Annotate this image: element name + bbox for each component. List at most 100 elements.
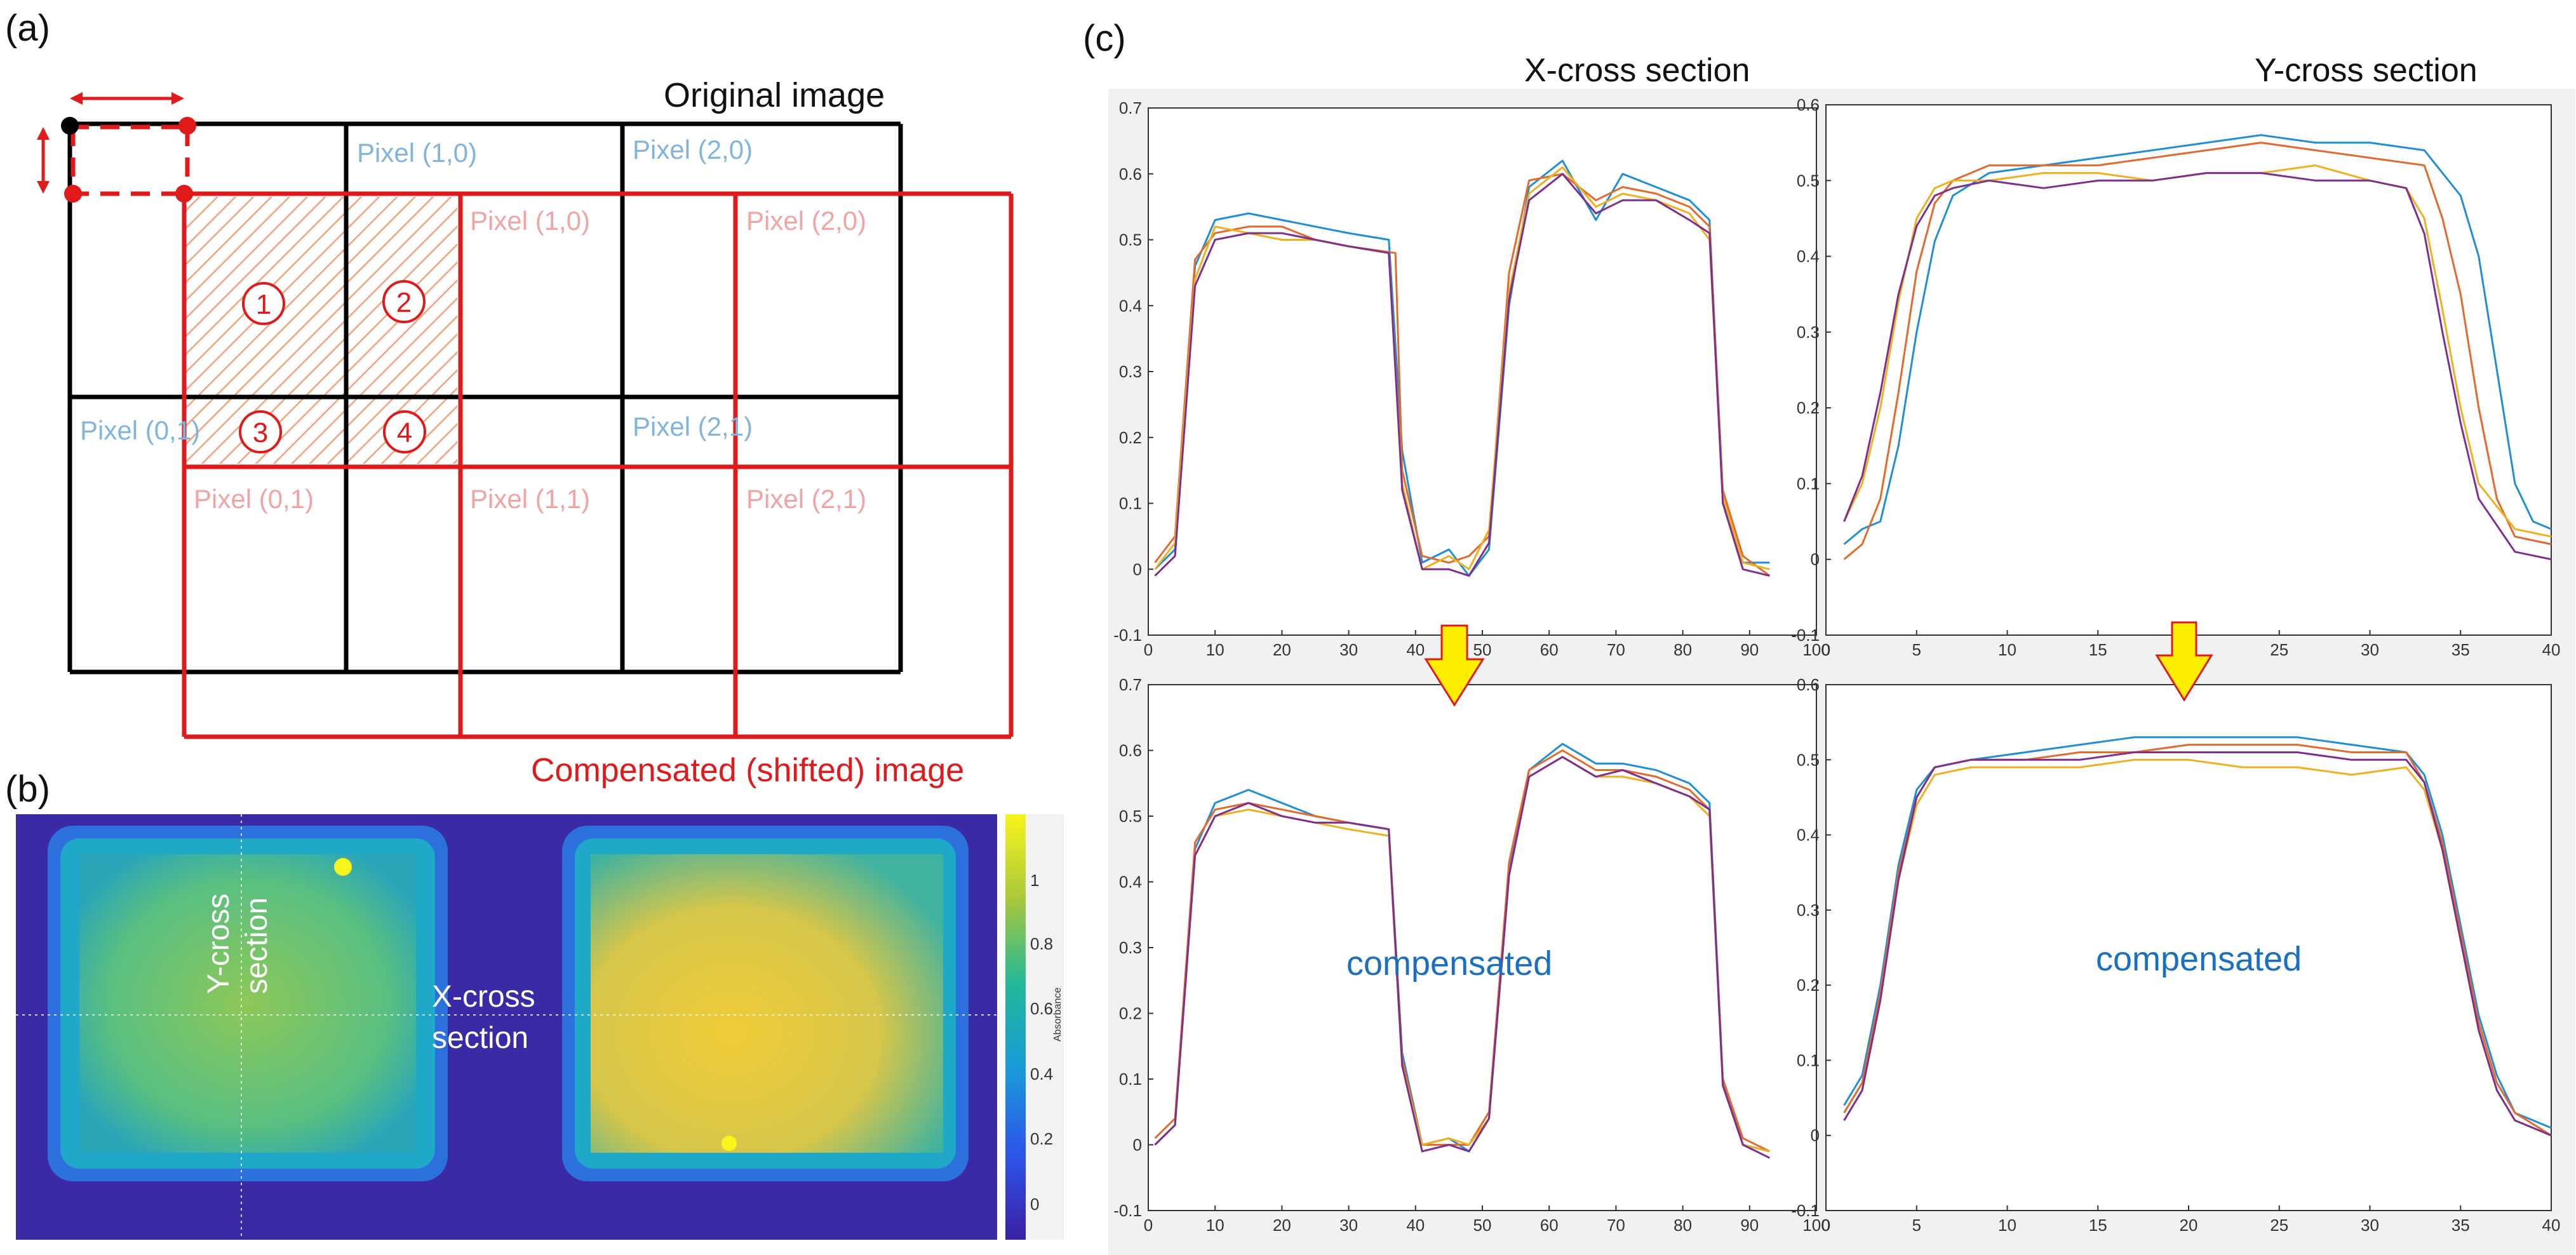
y-tick-label: 0.7 — [1119, 675, 1142, 694]
y-tick-label: 0.1 — [1119, 1070, 1142, 1089]
compensated-label: compensated — [2096, 940, 2302, 978]
shift-indicator — [37, 92, 196, 203]
y-section-title: Y-cross section — [2255, 52, 2478, 89]
absorbance-heatmap — [16, 814, 997, 1240]
svg-text:4: 4 — [397, 417, 412, 448]
y-tick-label: 0.4 — [1119, 873, 1142, 892]
pixel-label: Pixel (2,1) — [633, 412, 753, 441]
x-tick-label: 20 — [2180, 1216, 2198, 1235]
x-tick-label: 60 — [1540, 640, 1559, 659]
colorbar-tick: 0.8 — [1030, 934, 1053, 953]
x-tick-label: 10 — [1206, 640, 1224, 659]
plot-area — [1148, 107, 1817, 636]
y-tick-label: 0.5 — [1119, 807, 1142, 826]
x-tick-label: 100 — [1802, 1216, 1830, 1235]
y-tick-label: 0 — [1133, 560, 1142, 579]
colorbar-tick: 0.6 — [1030, 999, 1053, 1018]
y-tick-label: 0.4 — [1119, 296, 1142, 315]
original-grid — [67, 121, 903, 674]
colorbar-title: Absorbance — [1052, 988, 1063, 1042]
x-tick-label: 70 — [1607, 640, 1625, 659]
y-tick-label: 0.4 — [1797, 826, 1820, 845]
y-tick-label: -0.1 — [1791, 1201, 1820, 1220]
y-cross-label: section — [240, 897, 274, 994]
x-tick-label: 50 — [1473, 1216, 1492, 1235]
panel-b: (b) Y-cross section X-cross section 1 0.… — [5, 768, 1064, 1240]
colorbar-tick: 0.2 — [1030, 1129, 1053, 1148]
x-tick-label: 80 — [1674, 640, 1692, 659]
panel-c: (c) X-cross section Y-cross section 0 10 2… — [1083, 18, 2575, 1255]
x-tick-label: 40 — [1406, 640, 1425, 659]
y-tick-label: 0.3 — [1119, 938, 1142, 957]
x-tick-label: 30 — [2361, 640, 2379, 659]
y-tick-label: 0 — [1811, 550, 1820, 569]
y-tick-label: 0.4 — [1797, 247, 1820, 266]
series-line-s4 — [1154, 756, 1771, 1159]
original-image-title: Original image — [664, 76, 885, 114]
x-tick-label: 30 — [1339, 1216, 1358, 1235]
x-tick-label: 35 — [2452, 1216, 2470, 1235]
x-tick-label: 0 — [1144, 1216, 1153, 1235]
pixel-label: Pixel (2,0) — [746, 206, 866, 236]
x-tick-label: 20 — [1273, 1216, 1291, 1235]
y-tick-label: 0 — [1133, 1136, 1142, 1155]
y-tick-label: 0.2 — [1797, 976, 1820, 995]
y-tick-label: 0.5 — [1119, 231, 1142, 250]
pixel-label: Pixel (1,1) — [470, 484, 590, 514]
x-tick-label: 100 — [1802, 640, 1830, 659]
colorbar: 1 0.8 0.6 0.4 0.2 0 Absorbance — [1005, 814, 1064, 1240]
svg-text:2: 2 — [396, 287, 412, 318]
x-tick-label: 5 — [1912, 640, 1921, 659]
y-tick-label: 0.2 — [1119, 428, 1142, 447]
x-tick-label: 10 — [1998, 640, 2016, 659]
y-tick-label: 0.1 — [1797, 474, 1820, 493]
y-tick-label: 0.5 — [1797, 750, 1820, 769]
x-cross-label: X-cross — [432, 980, 535, 1014]
x-tick-label: 35 — [2452, 640, 2470, 659]
region-number: 2 — [382, 280, 426, 323]
svg-text:3: 3 — [253, 417, 268, 448]
y-cross-label: Y-cross — [202, 894, 236, 994]
series-line-s4 — [1843, 751, 2552, 1137]
x-tick-label: 70 — [1607, 1216, 1625, 1235]
y-tick-label: 0.3 — [1797, 901, 1820, 920]
x-cross-label: section — [432, 1021, 528, 1055]
series-line-s2 — [1154, 173, 1771, 577]
pixel-label: Pixel (2,1) — [746, 484, 866, 514]
pixel-label: Pixel (1,0) — [357, 138, 477, 168]
y-tick-label: 0.3 — [1797, 323, 1820, 342]
panel-c-label: (c) — [1083, 18, 1126, 59]
plot-area — [1825, 104, 2552, 636]
colorbar-tick: 1 — [1030, 871, 1039, 890]
y-tick-label: 0.6 — [1119, 741, 1142, 760]
panel-a-label: (a) — [5, 8, 50, 49]
line-chart-x-after: 0 10 20 30 40 50 60 70 80 90 100-0.100.10.20.30.40… — [1113, 675, 1830, 1235]
region-number: 4 — [383, 410, 426, 453]
x-tick-label: 20 — [1273, 640, 1291, 659]
series-line-s2 — [1843, 142, 2552, 560]
compensated-image-title: Compensated (shifted) image — [531, 752, 964, 789]
y-tick-label: -0.1 — [1791, 626, 1820, 645]
series-line-s4 — [1154, 173, 1770, 577]
line-chart-y-after: 0 5 10 15 20 25 30 35 40-0.100.10.20.30.40.50.6 — [1791, 675, 2560, 1235]
x-tick-label: 0 — [1821, 1216, 1830, 1235]
svg-text:1: 1 — [256, 289, 271, 320]
colorbar-tick: 0 — [1030, 1195, 1039, 1214]
arrow-down-icon — [2155, 621, 2213, 702]
x-tick-label: 15 — [2089, 640, 2107, 659]
x-tick-label: 15 — [2089, 1216, 2107, 1235]
x-tick-label: 10 — [1998, 1216, 2016, 1235]
y-tick-label: 0.1 — [1797, 1050, 1820, 1070]
shifted-grid — [182, 191, 1014, 739]
y-tick-label: 0 — [1811, 1126, 1820, 1145]
x-tick-label: 80 — [1674, 1216, 1692, 1235]
x-tick-label: 30 — [1339, 640, 1358, 659]
x-tick-label: 0 — [1144, 640, 1153, 659]
series-line-s1 — [1843, 736, 2552, 1129]
arrow-down-icon — [1424, 624, 1485, 707]
y-tick-label: -0.1 — [1113, 626, 1142, 645]
pixel-label: Pixel (0,1) — [80, 415, 200, 445]
charts-container: 0 10 20 30 40 50 60 70 80 90 100-0.100.10.20.30.40… — [1113, 95, 2560, 1235]
x-tick-label: 60 — [1540, 1216, 1559, 1235]
